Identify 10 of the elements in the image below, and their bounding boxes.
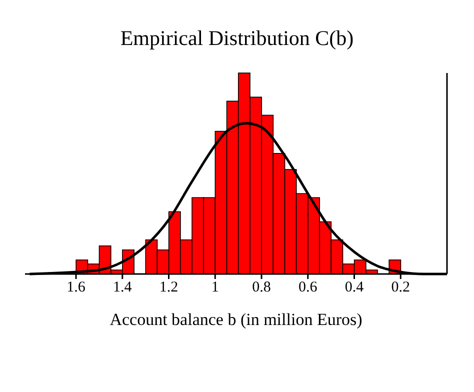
x-tick-label: 1 <box>211 280 219 296</box>
x-tick-label: 0.8 <box>252 280 271 296</box>
x-axis-title: Account balance b (in million Euros) <box>110 310 362 329</box>
x-tick-label: 0.2 <box>391 280 410 296</box>
x-tick-label: 0.4 <box>344 280 364 296</box>
x-tick-label: 1.2 <box>159 280 178 296</box>
x-tick-label: 0.6 <box>298 280 318 296</box>
x-tick-label: 1.6 <box>66 280 86 296</box>
chart-title: Empirical Distribution C(b) <box>119 26 355 51</box>
x-tick-label: 1.4 <box>113 280 132 296</box>
